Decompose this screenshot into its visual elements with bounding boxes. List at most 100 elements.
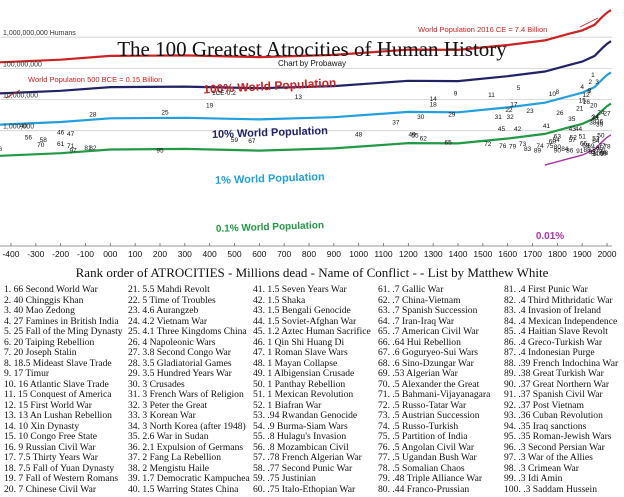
- atrocity-point-label: 71: [67, 143, 75, 150]
- atrocity-point-label: 96: [0, 146, 3, 153]
- chart-title: The 100 Greatest Atrocities of Human His…: [117, 37, 507, 61]
- list-item: 88. .39 French Indochina War: [504, 358, 619, 369]
- list-item: 47. 1 Roman Slave Wars: [253, 348, 348, 358]
- list-item: 16. 9 Russian Civil War: [4, 442, 96, 453]
- x-tick-label: 000: [103, 249, 117, 259]
- list-item: 45. 1.2 Aztec Human Sacrifice: [253, 327, 371, 337]
- atrocity-point-label: 7: [588, 88, 592, 95]
- atrocity-point-label: 43: [569, 126, 577, 133]
- list-item: 73. .5 Austrian Succession: [378, 411, 480, 421]
- atrocity-point-label: 46: [57, 129, 65, 136]
- atrocity-point-label: 93: [589, 149, 597, 156]
- atrocity-point-label: 28: [89, 112, 97, 119]
- atrocity-point-label: 1: [591, 72, 595, 79]
- list-column: 61. .7 Gallic War 62. .7 China-Vietnam 63.…: [378, 285, 502, 495]
- y-gridline-label: 1,000,000,000 Humans: [3, 30, 76, 37]
- atrocity-point-label: 56: [25, 135, 33, 142]
- list-item: 72. .5 Russo-Tatar War: [378, 400, 467, 411]
- list-item: 30. 3 Crusades: [128, 379, 185, 390]
- list-item: 18. 7.5 Fall of Yuan Dynasty: [4, 463, 115, 474]
- atrocity-point-label: 57: [569, 137, 577, 144]
- atrocity-point-label: 22: [505, 107, 513, 114]
- atrocity-point-label: 30: [417, 114, 425, 121]
- list-item: 28. 3.5 Gladiatorial Games: [128, 358, 232, 369]
- series-label: 10% World Population: [212, 125, 329, 141]
- list-item: 12. 15 First World War: [4, 400, 92, 411]
- list-item: 51. 1 Mexican Revolution: [253, 390, 354, 400]
- list-item: 2. 40 Chinggis Khan: [4, 295, 84, 306]
- x-tick-label: 1800: [548, 249, 567, 259]
- list-item: 55. .8 Hulagu's Invasion: [253, 432, 347, 442]
- list-item: 3. 40 Mao Zedong: [4, 306, 75, 316]
- atrocity-point-label: 45: [498, 126, 506, 133]
- atrocity-point-label: 16: [583, 99, 591, 106]
- list-item: 71. .5 Bahmani-Vijayanagara: [378, 390, 491, 400]
- x-tick-label: 400: [203, 249, 217, 259]
- annotation-500bce-arrow: [5, 89, 21, 99]
- list-item: 66. .64 Hui Rebellion: [378, 337, 461, 348]
- list-item: 15. 10 Congo Free State: [4, 432, 97, 442]
- atrocity-point-label: 65: [444, 140, 452, 147]
- atrocity-point-label: 3: [595, 79, 599, 86]
- atrocity-point-label: 67: [248, 138, 256, 145]
- list-item: 74. .5 Russo-Turkish: [378, 421, 459, 432]
- list-item: 92. .37 Post Vietnam: [504, 400, 584, 411]
- atrocity-point-label: 60: [549, 139, 557, 146]
- list-item: 10. 16 Atlantic Slave Trade: [4, 379, 109, 390]
- annotation-2016: World Population 2016 CE = 7.4 Billion: [418, 25, 547, 34]
- atrocity-point-label: 4: [580, 84, 584, 91]
- atrocity-point-label: 42: [514, 126, 522, 133]
- atrocity-point-label: 24: [597, 109, 605, 116]
- list-item: 97. .3 War of the Allies: [504, 453, 593, 463]
- atrocity-point-label: 26: [556, 110, 564, 117]
- x-tick-label: 600: [252, 249, 266, 259]
- list-item: 32. 3 Peter the Great: [128, 400, 208, 411]
- list-item: 95. .35 Roman-Jewish Wars: [504, 432, 612, 442]
- x-tick-label: -200: [52, 249, 69, 259]
- list-item: 5. 25 Fall of the Ming Dynasty: [4, 327, 123, 337]
- atrocity-point-label: 86: [566, 147, 574, 154]
- list-item: 9. 17 Timur: [4, 369, 50, 379]
- atrocity-point-label: 5: [517, 85, 521, 92]
- atrocity-point-label: 35: [568, 116, 576, 123]
- list-item: 36. 2.1 Expulsion of Germans: [128, 442, 244, 453]
- atrocity-point-label: 64: [592, 138, 600, 145]
- atrocity-point-label: 77: [598, 143, 606, 150]
- list-item: 50. 1 Panthay Rebellion: [253, 379, 346, 390]
- list-column: 81. .4 First Punic War 82. .4 Third Mithr…: [504, 285, 624, 495]
- x-tick-label: -300: [27, 249, 44, 259]
- list-item: 22. 5 Time of Troubles: [128, 295, 216, 306]
- atrocity-point-label: 37: [392, 119, 400, 126]
- x-tick-label: -400: [2, 249, 19, 259]
- list-heading: Rank order of ATROCITIES - Millions dead…: [75, 265, 549, 280]
- series-line: [0, 9, 612, 64]
- atrocity-point-label: 83: [524, 146, 532, 153]
- list-item: 48. 1 Mayan Collapse: [253, 358, 338, 369]
- atrocity-point-label: 97: [69, 147, 77, 154]
- list-item: 70. .5 Alexander the Great: [378, 379, 480, 390]
- chart-subtitle: Chart by Probaway: [278, 59, 346, 68]
- list-item: 42. 1.5 Shaka: [253, 295, 306, 306]
- series-label: 1% World Population: [215, 171, 325, 187]
- list-item: 37. 2 Fang La Rebellion: [128, 453, 221, 463]
- atrocity-point-label: 68: [582, 143, 590, 150]
- list-item: 13. 13 An Lushan Rebellion: [4, 411, 112, 421]
- atrocity-point-label: 39: [596, 122, 604, 129]
- atrocity-point-label: 12: [583, 92, 591, 99]
- list-item: 63. .7 Spanish Succession: [378, 306, 478, 316]
- x-tick-label: 1600: [498, 249, 517, 259]
- list-item: 53. .94 Rwandan Genocide: [253, 411, 358, 421]
- list-item: 24. 4.2 Vietnam War: [128, 316, 208, 327]
- atrocity-point-label: 34: [592, 114, 600, 121]
- x-tick-label: 1200: [399, 249, 418, 259]
- list-item: 40. 1.5 Warring States China: [128, 484, 239, 495]
- atrocity-point-label: 61: [57, 141, 65, 148]
- atrocity-point-label: 66: [580, 140, 588, 147]
- series-label: 100% World Population: [203, 76, 337, 97]
- x-tick-label: 500: [227, 249, 241, 259]
- series-line: [544, 134, 612, 166]
- y-gridline-label: 10,000,000: [3, 93, 38, 100]
- list-item: 58. .77 Second Punic War: [253, 463, 353, 474]
- atrocity-point-label: 47: [67, 131, 75, 138]
- x-tick-label: 1500: [473, 249, 492, 259]
